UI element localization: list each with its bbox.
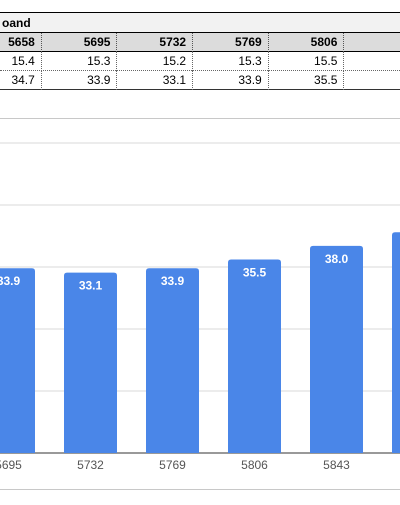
table-header-row: 5658 5695 5732 5769 5806 58 (0, 33, 400, 52)
column-header[interactable]: 5658 (0, 33, 42, 52)
table-cell[interactable]: 35.5 (269, 71, 345, 90)
bar[interactable] (146, 268, 199, 453)
data-label: 38.0 (325, 252, 349, 266)
table-cell[interactable]: 15.3 (193, 52, 269, 71)
table-cell[interactable]: 33.1 (117, 71, 194, 90)
table-cell[interactable]: 15.3 (42, 52, 118, 71)
data-label: 35.5 (243, 266, 267, 280)
x-tick-label: 5843 (323, 458, 350, 472)
table-row: 34.7 33.9 33.1 33.9 35.5 3 (0, 71, 400, 90)
bar[interactable] (64, 272, 117, 453)
data-table: oand 5658 5695 5732 5769 5806 58 15.4 15… (0, 12, 400, 90)
table-cell[interactable]: 34.7 (0, 71, 42, 90)
column-header[interactable]: 5695 (42, 33, 118, 52)
divider (0, 118, 400, 119)
bar[interactable] (392, 232, 400, 453)
table-title: oand (0, 13, 400, 33)
bar[interactable] (228, 259, 281, 453)
table-cell[interactable]: 33.9 (42, 71, 118, 90)
column-header[interactable]: 5806 (269, 33, 345, 52)
x-tick-label: 5806 (241, 458, 268, 472)
x-tick-label: 5732 (77, 458, 104, 472)
data-label: 33.9 (161, 274, 185, 288)
table-cell[interactable]: 15.5 (269, 52, 345, 71)
x-tick-label: 5695 (0, 458, 22, 472)
column-header[interactable]: 5769 (193, 33, 269, 52)
data-label: 33.9 (0, 274, 21, 288)
bar[interactable] (0, 268, 35, 453)
x-tick-label: 5769 (159, 458, 186, 472)
table-row: 15.4 15.3 15.2 15.3 15.5 1 (0, 52, 400, 71)
bar[interactable] (310, 245, 363, 453)
divider (0, 489, 400, 490)
table-cell[interactable]: 15.2 (117, 52, 194, 71)
table-cell[interactable]: 33.9 (193, 71, 269, 90)
column-header[interactable]: 5732 (117, 33, 194, 52)
table-cell[interactable]: 15.4 (0, 52, 42, 71)
data-label: 33.1 (79, 279, 103, 293)
